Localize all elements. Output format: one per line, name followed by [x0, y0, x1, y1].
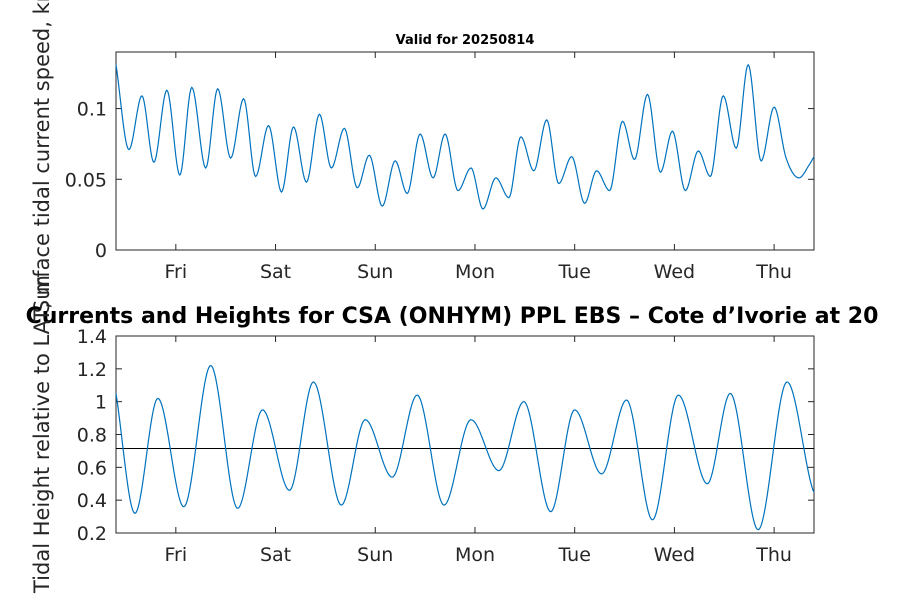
tidal-height-xtick-label: Tue	[557, 544, 590, 566]
current-speed-series-line	[115, 63, 815, 210]
current-speed-ytick-label: 0.1	[77, 99, 107, 121]
tidal-height-ytick-label: 0.6	[77, 457, 107, 479]
current-speed-marks: 0 0.05 0.1 Fri Sat Sun Mon Tue Wed Thu	[65, 52, 815, 283]
current-speed-axes	[115, 51, 815, 251]
tidal-height-ytick-label: 1	[95, 392, 107, 414]
tidal-height-marks: 0.2 0.4 0.6 0.8 1 1.2 1.4 Fri Sat Sun Mon Tue Wed Thu	[77, 326, 815, 566]
tidal-height-axes	[115, 335, 815, 534]
tidal-height-series-line	[115, 364, 815, 531]
current-speed-xtick-label: Tue	[557, 261, 590, 283]
current-speed-xtick-label: Wed	[654, 261, 695, 283]
tidal-height-xtick-label: Wed	[654, 544, 695, 566]
current-speed-title: Valid for 20250814	[396, 33, 535, 48]
tidal-height-ytick-label: 0.4	[77, 490, 107, 512]
tidal-height-xtick-label: Sat	[260, 544, 291, 566]
current-speed-xtick-label: Sat	[260, 261, 291, 283]
current-speed-ylabel: Surface tidal current speed, kn	[30, 0, 54, 313]
tidal-height-ytick-label: 0.2	[77, 523, 107, 545]
tidal-height-panel: Currents and Heights for CSA (ONHYM) PPL…	[26, 275, 879, 594]
tidal-height-ytick-label: 0.8	[77, 425, 107, 447]
current-speed-xtick-label: Sun	[357, 261, 393, 283]
tidal-height-xtick-label: Thu	[755, 544, 792, 566]
current-speed-panel: Valid for 20250814 Surface tidal current…	[30, 0, 815, 313]
current-speed-xtick-label: Mon	[455, 261, 495, 283]
tidal-height-ytick-label: 1.4	[77, 326, 107, 348]
current-speed-xtick-label: Thu	[755, 261, 792, 283]
tidal-height-xtick-label: Mon	[455, 544, 495, 566]
current-speed-ytick-label: 0	[95, 240, 107, 262]
tidal-height-ylabel: Tidal Height relative to LAT, m	[30, 275, 54, 594]
tidal-height-xtick-label: Fri	[165, 544, 188, 566]
tidal-height-title: Currents and Heights for CSA (ONHYM) PPL…	[26, 304, 879, 329]
current-speed-ytick-label: 0.05	[65, 169, 107, 191]
tidal-height-ytick-label: 1.2	[77, 359, 107, 381]
tidal-height-xtick-label: Sun	[357, 544, 393, 566]
current-speed-xtick-label: Fri	[165, 261, 188, 283]
